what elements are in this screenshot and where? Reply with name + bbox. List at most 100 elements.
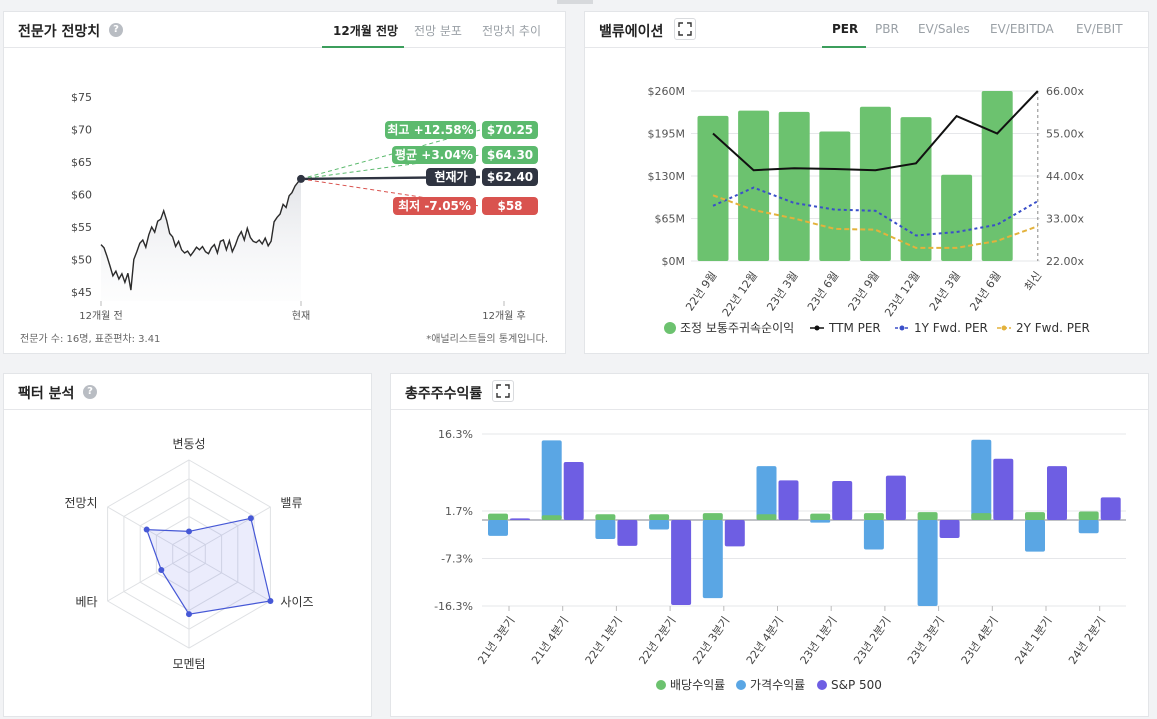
- bar-dividend-yield: [649, 514, 670, 520]
- tab-ev-ebit[interactable]: EV/EBIT: [1076, 22, 1123, 36]
- tab-forecast-distribution[interactable]: 전망 분포: [414, 24, 462, 38]
- legend-label: S&P 500: [831, 678, 882, 692]
- bar-net-income: [778, 111, 810, 261]
- forecast-header: 전문가 전망치 ? 12개월 전망 전망 분포 전망치 추이: [4, 12, 565, 48]
- legend-marker-net-income: [664, 322, 676, 334]
- factor-score-point: [186, 528, 192, 535]
- fwd2-per-line: [712, 194, 1039, 249]
- bar-price-return: [756, 466, 777, 520]
- legend-label: TTM PER: [828, 321, 881, 335]
- tab-forecast-trend[interactable]: 전망치 추이: [482, 24, 542, 38]
- bar-sp500-return: [939, 520, 960, 538]
- y-tick-label: $60: [71, 189, 92, 202]
- y-tick-label: $65: [71, 156, 92, 169]
- tsr-header: 총주주수익률: [391, 374, 1148, 410]
- factor-score-area: [145, 517, 272, 615]
- bar-dividend-yield: [810, 513, 831, 520]
- bar-price-return: [649, 520, 670, 530]
- bar-price-return: [863, 520, 884, 550]
- forecast-card: 전문가 전망치 ? 12개월 전망 전망 분포 전망치 추이 $75 $70 $65…: [3, 11, 566, 354]
- x-axis-label: 23년 4분기: [959, 614, 1001, 666]
- x-axis-label: 21년 4분기: [529, 614, 571, 666]
- x-axis-label: 23년 3분기: [905, 614, 947, 666]
- right-axis-label: 22.00x: [1046, 255, 1084, 268]
- legend-marker: [656, 680, 666, 690]
- bar-sp500-return: [724, 520, 745, 547]
- x-axis-label: 22년 12월: [720, 269, 760, 319]
- radar-axis-label: 밸류: [280, 496, 302, 510]
- tab-ev-sales[interactable]: EV/Sales: [918, 22, 970, 36]
- target-label-text: 평균 +3.04%: [395, 148, 473, 162]
- y-tick-label: $45: [71, 286, 92, 299]
- x-axis-label: 12개월 후: [482, 310, 526, 322]
- bar-net-income: [981, 91, 1013, 261]
- bar-sp500-return: [1047, 466, 1067, 520]
- active-tab-underline: [822, 46, 866, 48]
- left-axis-label: $0M: [662, 255, 686, 268]
- help-icon[interactable]: ?: [109, 23, 123, 37]
- tab-12-month-forecast[interactable]: 12개월 전망: [333, 24, 399, 38]
- top-drag-handle: [557, 0, 593, 4]
- expand-icon[interactable]: [492, 380, 514, 402]
- bar-dividend-yield: [756, 514, 777, 520]
- y-tick-label: $50: [71, 254, 92, 267]
- bar-dividend-yield: [971, 513, 992, 520]
- legend-dot-marker: [814, 325, 820, 331]
- bar-dividend-yield: [595, 514, 616, 520]
- left-axis-label: $130M: [648, 170, 686, 183]
- x-axis-label: 22년 4분기: [744, 614, 786, 666]
- radar-spoke: [107, 553, 190, 602]
- x-axis-label: 23년 3월: [764, 269, 800, 313]
- help-icon[interactable]: ?: [83, 385, 97, 399]
- y-tick-label: $75: [71, 91, 92, 104]
- target-label-high: [385, 121, 476, 139]
- tab-per[interactable]: PER: [832, 22, 859, 36]
- bar-sp500-return: [617, 520, 638, 546]
- factor-header: 팩터 분석 ?: [4, 374, 371, 410]
- bar-net-income: [941, 174, 973, 261]
- x-axis-label: 12개월 전: [79, 310, 123, 322]
- radar-axis-label: 변동성: [172, 437, 205, 451]
- bar-dividend-yield: [1078, 511, 1099, 520]
- tab-pbr[interactable]: PBR: [875, 22, 899, 36]
- target-value-text: $62.40: [487, 170, 533, 184]
- bar-net-income: [697, 115, 729, 261]
- legend-dot-marker: [899, 325, 905, 331]
- valuation-card: 밸류에이션 PER PBR EV/Sales EV/EBITDA EV/EBIT…: [584, 11, 1149, 354]
- price-area: [101, 178, 301, 301]
- target-value-low: [482, 197, 538, 215]
- tsr-chart: 16.3% 1.7% -7.3% -16.3% 21년 3분기 21년 4분기 22년 1…: [434, 428, 1126, 692]
- left-axis-label: $65M: [655, 213, 686, 226]
- valuation-title: 밸류에이션: [599, 24, 664, 40]
- target-label-current: [426, 168, 476, 186]
- right-axis-label: 55.00x: [1046, 128, 1084, 141]
- target-value-text: $58: [497, 199, 522, 213]
- factor-score-point: [267, 598, 274, 604]
- bar-dividend-yield: [917, 512, 938, 520]
- bar-net-income: [819, 131, 851, 261]
- current-price-dot: [297, 174, 305, 183]
- target-label-text: 최저 -7.05%: [398, 198, 471, 213]
- bar-net-income: [859, 106, 891, 261]
- right-axis-label: 66.00x: [1046, 85, 1084, 98]
- bar-price-return: [971, 439, 992, 520]
- bar-price-return: [488, 520, 508, 536]
- ttm-per-line: [712, 90, 1039, 172]
- x-axis-label: 24년 6월: [967, 269, 1003, 313]
- legend-label: 조정 보통주귀속순이익: [680, 321, 794, 335]
- tab-ev-ebitda[interactable]: EV/EBITDA: [990, 22, 1054, 36]
- legend-label: 1Y Fwd. PER: [914, 321, 988, 335]
- bar-sp500-return: [671, 520, 692, 605]
- active-tab-underline: [322, 46, 404, 48]
- x-axis-label: 23년 6월: [805, 269, 841, 313]
- expand-icon[interactable]: [674, 18, 696, 40]
- x-axis-label: 21년 3분기: [475, 614, 517, 666]
- legend-label: 배당수익률: [670, 678, 725, 692]
- y-tick-label: $55: [71, 221, 92, 234]
- bar-price-return: [917, 520, 938, 606]
- bar-price-return: [595, 520, 616, 539]
- radar-axis-label: 사이즈: [280, 595, 313, 609]
- bar-price-return: [1078, 520, 1099, 534]
- target-label-text: 현재가: [434, 169, 467, 184]
